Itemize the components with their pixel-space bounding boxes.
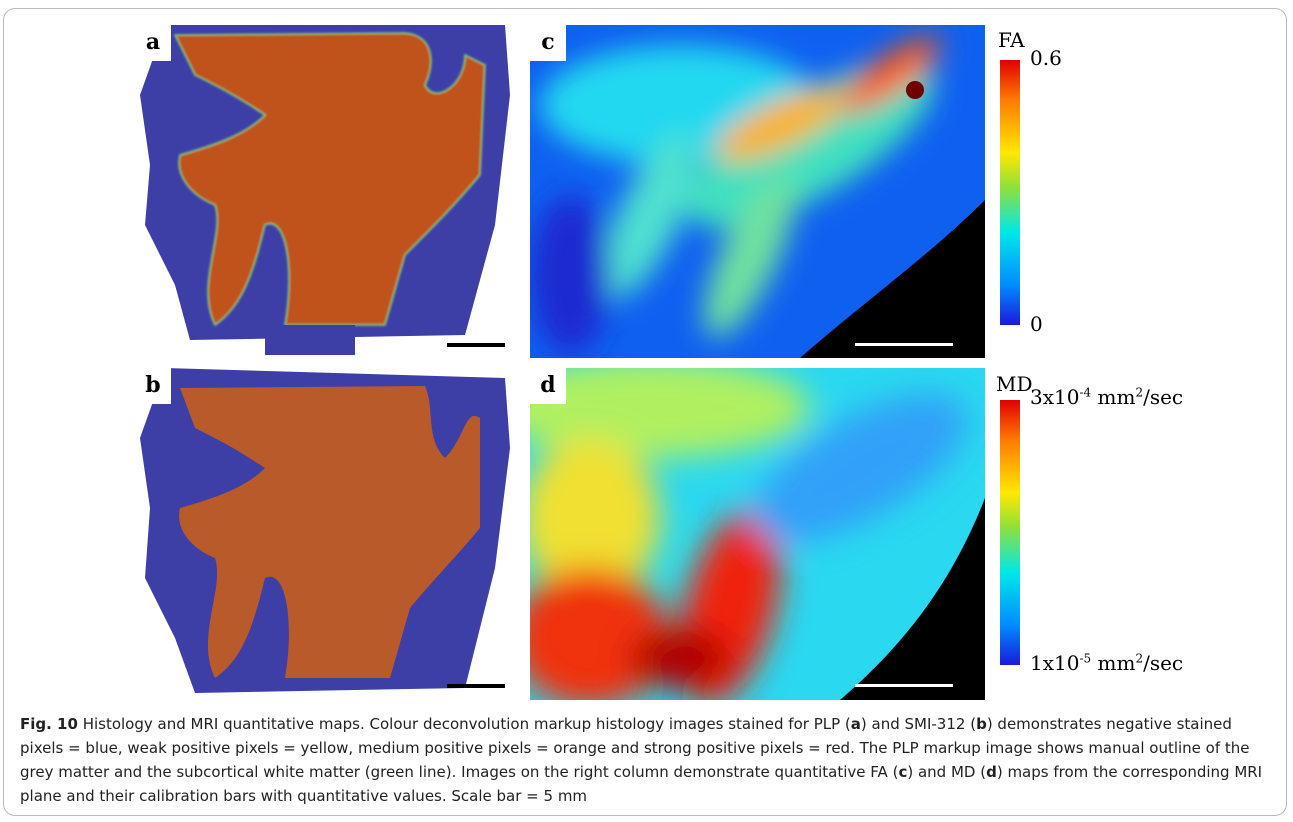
colorbar-min-text: 2: [1135, 651, 1143, 665]
caption-text: c: [898, 763, 907, 781]
caption-text: b: [976, 715, 987, 733]
panel-label: d: [530, 368, 566, 404]
colorbar-max: 0.6: [1030, 46, 1062, 70]
colorbar-max-text: mm: [1091, 385, 1135, 409]
colorbar-max: 3x10-4 mm2/sec: [1030, 385, 1183, 409]
colorbar-max-text: -4: [1079, 385, 1091, 399]
colorbar-min-text: -5: [1079, 651, 1091, 665]
colorbar-min-text: mm: [1091, 651, 1135, 675]
colorbar-title: MD: [996, 372, 1033, 396]
caption-text: Fig. 10: [20, 715, 78, 733]
colorbar: [1000, 400, 1020, 665]
panel-label: b: [135, 368, 171, 404]
colorbar-min-text: 1x10: [1030, 651, 1079, 675]
colorbar-min-text: /sec: [1143, 651, 1183, 675]
colorbar-max-text: 3x10: [1030, 385, 1079, 409]
caption-text: a: [851, 715, 861, 733]
colorbar-max-text: 0.6: [1030, 46, 1062, 70]
caption-text: d: [986, 763, 997, 781]
panel-label: a: [135, 25, 171, 61]
caption-text: ) and SMI-312 (: [861, 715, 976, 733]
panel-b-image: b: [135, 368, 510, 700]
panel-d-image: d: [530, 368, 985, 700]
colorbar-title: FA: [998, 28, 1025, 52]
figure-caption: Fig. 10 Histology and MRI quantitative m…: [20, 712, 1275, 808]
caption-text: ) and MD (: [907, 763, 986, 781]
panel-a-image: a: [135, 25, 510, 355]
colorbar-max-text: 2: [1135, 385, 1143, 399]
colorbar: [1000, 60, 1020, 325]
panel-c-image: c: [530, 25, 985, 358]
colorbar-min-text: 0: [1030, 312, 1043, 336]
colorbar-min: 1x10-5 mm2/sec: [1030, 651, 1183, 675]
page: a b c d FA 0.6 0 MD 3x10-4 mm2/sec 1x10-…: [0, 0, 1293, 822]
panel-label: c: [530, 25, 566, 61]
colorbar-max-text: /sec: [1143, 385, 1183, 409]
colorbar-min: 0: [1030, 312, 1043, 336]
caption-text: Histology and MRI quantitative maps. Col…: [78, 715, 851, 733]
